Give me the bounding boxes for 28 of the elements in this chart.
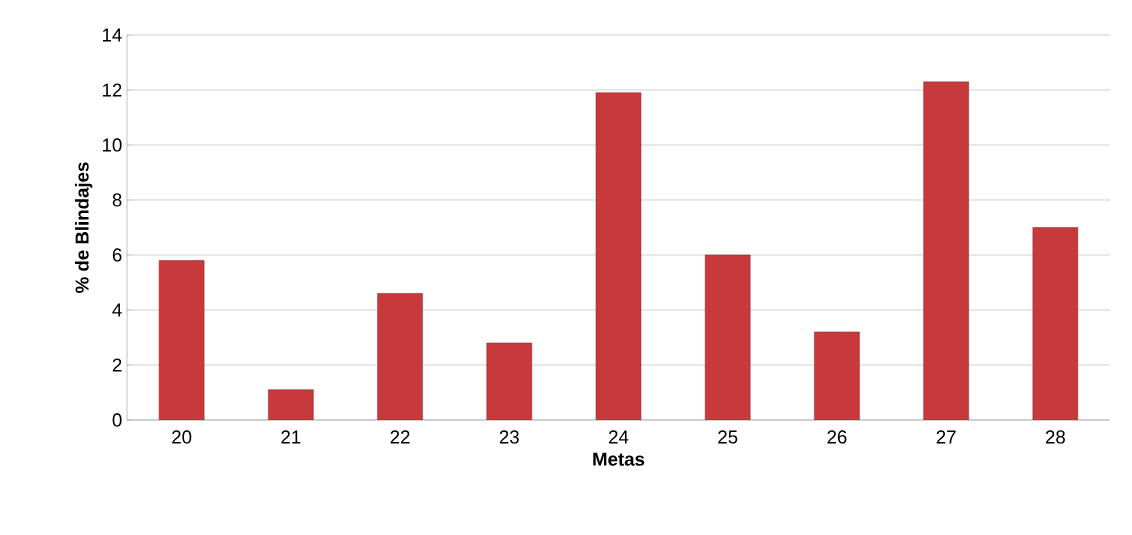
- x-tick-label: 20: [172, 430, 192, 444]
- x-tick-label: 22: [390, 430, 410, 444]
- x-tick-label: 26: [827, 430, 847, 444]
- y-tick-label: 0: [112, 413, 122, 427]
- x-tick-label: 21: [281, 430, 301, 444]
- bar: [268, 389, 314, 420]
- x-tick-label: 25: [718, 430, 738, 444]
- x-tick-label: 23: [499, 430, 519, 444]
- bar: [377, 293, 423, 420]
- y-tick-label: 2: [112, 358, 122, 372]
- y-tick-label: 12: [102, 83, 122, 97]
- bar: [923, 81, 969, 420]
- y-tick-label: 6: [112, 248, 122, 262]
- y-tick-label: 14: [102, 28, 122, 42]
- y-tick-label: 4: [112, 303, 122, 317]
- bar: [704, 254, 751, 420]
- bar: [595, 92, 642, 420]
- x-tick-label: 27: [936, 430, 956, 444]
- bar: [1032, 227, 1079, 420]
- x-tick-label: 24: [609, 430, 629, 444]
- y-tick-label: 10: [102, 138, 122, 152]
- y-tick-label: 8: [112, 193, 122, 207]
- y-axis-title: % de Blindajes: [74, 162, 93, 293]
- bar: [486, 342, 533, 420]
- x-axis-title: Metas: [593, 452, 645, 466]
- bar: [158, 260, 205, 420]
- x-tick-label: 28: [1045, 430, 1065, 444]
- bar: [814, 331, 860, 420]
